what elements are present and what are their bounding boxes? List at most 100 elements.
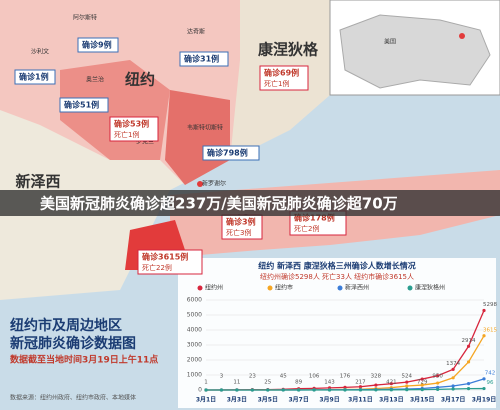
series-point	[374, 388, 378, 392]
y-tick-label: 3000	[187, 342, 202, 349]
legend-label: 康涅狄格州	[415, 284, 445, 292]
westchester	[165, 90, 230, 185]
case-box	[221, 214, 263, 240]
case-count: 确诊69例	[264, 68, 299, 78]
data-label: 23	[249, 374, 256, 380]
y-tick-label: 1000	[187, 372, 202, 379]
chart-title: 纽约 新泽西 康涅狄格三州确诊人数增长情况	[258, 261, 416, 271]
series-point	[405, 388, 409, 392]
series-point	[482, 386, 486, 391]
case-box	[59, 97, 109, 113]
legend-swatch	[267, 285, 273, 291]
chart-panel	[178, 258, 496, 408]
case-count: 确诊3615例	[142, 252, 188, 262]
data-label: 106	[309, 374, 320, 380]
series-point	[466, 381, 471, 386]
x-tick-label: 3月13日	[379, 396, 404, 404]
data-label: 524	[402, 374, 413, 380]
data-label: 89	[295, 380, 302, 386]
legend-label: 纽约州	[205, 284, 223, 292]
case-count: 确诊53例	[114, 119, 149, 129]
data-label: 950	[432, 374, 443, 380]
x-tick-label: 3月17日	[441, 396, 466, 404]
series-point	[436, 374, 440, 378]
series-point	[358, 388, 363, 392]
legend-label: 新泽西州	[345, 284, 369, 292]
series-point	[466, 387, 471, 391]
case-count: 确诊9例	[82, 40, 112, 50]
x-tick-label: 3月7日	[288, 396, 308, 404]
footer-source: 数据来源：纽约州政府、纽约市政府、本地媒体	[10, 394, 136, 402]
y-tick-label: 0	[198, 387, 202, 394]
footer-date: 数据截至当地时间3月19日上午11点	[10, 354, 158, 366]
footer-title: 纽约市及周边地区	[10, 317, 122, 334]
series-point	[451, 387, 455, 391]
death-count: 死亡3例	[226, 228, 251, 237]
case-box	[202, 145, 260, 161]
death-count: 死亡1例	[264, 79, 289, 88]
x-tick-label: 3月9日	[319, 396, 339, 404]
x-tick-label: 3月1日	[196, 396, 216, 404]
series-point	[297, 388, 301, 392]
x-tick-label: 3月11日	[348, 396, 373, 404]
data-label: 742	[485, 370, 496, 376]
death-count: 死亡1例	[114, 130, 139, 139]
new-rochelle-dot	[197, 181, 203, 187]
data-label: 1	[204, 380, 208, 386]
x-tick-label: 3月5日	[258, 396, 278, 404]
data-label: 25	[264, 380, 271, 386]
y-tick-label: 6000	[187, 297, 202, 304]
series-point	[436, 381, 440, 385]
y-tick-label: 5000	[187, 312, 202, 319]
data-label: 328	[371, 374, 382, 380]
legend-label: 纽约市	[275, 284, 293, 292]
place-label: 纽约	[125, 71, 155, 89]
data-label: 176	[340, 374, 351, 380]
series-point	[420, 388, 424, 392]
series-point	[405, 384, 409, 388]
series-point	[266, 388, 270, 392]
place-label: 阿尔斯特	[73, 14, 97, 22]
y-tick-label: 4000	[187, 327, 202, 334]
case-count: 确诊178例	[294, 213, 335, 223]
series-point	[482, 334, 486, 338]
series-point	[374, 383, 378, 387]
death-count: 死亡22例	[142, 263, 172, 272]
series-point	[466, 360, 471, 364]
series-point	[358, 385, 363, 389]
case-box	[179, 51, 229, 67]
series-point	[389, 382, 393, 386]
data-label: 45	[280, 374, 287, 380]
series-point	[451, 367, 455, 371]
case-count: 确诊798例	[207, 148, 248, 158]
series-point	[235, 388, 239, 392]
headline: 美国新冠肺炎确诊超237万/美国新冠肺炎确诊超70万	[40, 195, 398, 213]
series-point	[204, 388, 208, 392]
case-count: 确诊3例	[226, 217, 256, 227]
series-point	[451, 376, 455, 380]
data-label: 5298	[483, 302, 497, 308]
series-point	[482, 377, 486, 381]
data-label: 3	[220, 374, 224, 380]
us-shape	[339, 14, 491, 89]
series-point	[219, 388, 224, 392]
series-point	[420, 377, 424, 381]
x-tick-label: 3月3日	[227, 396, 247, 404]
case-box	[77, 37, 119, 53]
case-box	[137, 249, 203, 275]
place-label: 新泽西	[15, 173, 60, 191]
data-label: 729	[417, 380, 428, 386]
series-point	[389, 388, 393, 392]
ny-dot	[459, 33, 465, 39]
footer-title: 新冠肺炎确诊数据图	[10, 335, 136, 352]
case-box	[259, 65, 309, 91]
place-label: 奥兰治	[86, 76, 104, 84]
legend-swatch	[197, 285, 203, 291]
case-count: 确诊31例	[184, 54, 219, 64]
place-label: 沙利文	[31, 48, 49, 56]
place-label: 韦斯特切斯特	[187, 124, 223, 132]
case-box	[109, 116, 159, 142]
series-point	[466, 344, 471, 348]
x-tick-label: 3月15日	[410, 396, 435, 404]
